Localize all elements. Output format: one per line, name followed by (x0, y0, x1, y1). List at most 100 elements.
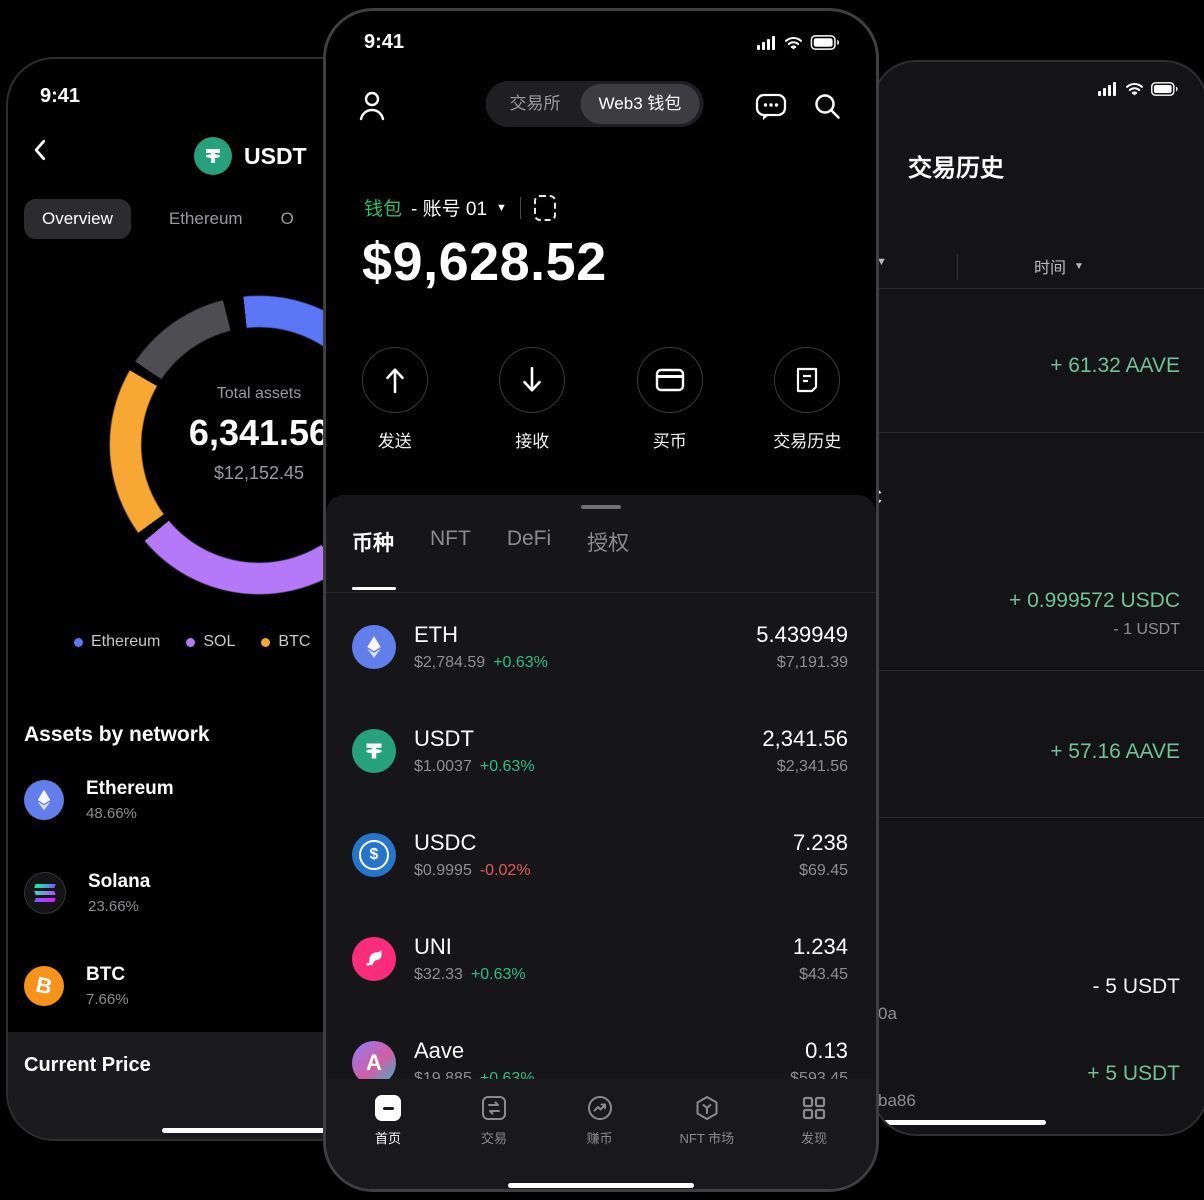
solana-icon (24, 872, 66, 914)
legend-sol: SOL (186, 633, 235, 651)
wifi-icon (785, 36, 802, 49)
donut-center-text: Total assets 6,341.56 $12,152.45 (109, 385, 409, 484)
tx-address-fragment: ba86 (878, 1091, 916, 1110)
buy-crypto-button[interactable]: 买币 (601, 347, 739, 452)
back-icon[interactable] (28, 137, 54, 163)
usdt-icon (352, 729, 396, 773)
drag-handle[interactable] (581, 505, 621, 509)
tab-approvals[interactable]: 授权 (587, 532, 630, 555)
exchange-wallet-segmented: 交易所 Web3 钱包 (485, 81, 704, 127)
total-assets-usd: $12,152.45 (213, 463, 305, 483)
tx-amount[interactable]: - 5 USDT (1092, 975, 1180, 998)
nav-home[interactable]: 首页 (362, 1095, 414, 1147)
network-row-solana[interactable]: Solana 23.66% (24, 861, 150, 925)
status-time: 9:41 (40, 85, 81, 107)
tab-nft[interactable]: NFT (430, 527, 471, 550)
signal-icon (1098, 82, 1116, 96)
total-assets-value: 6,341.56 (188, 412, 330, 453)
legend-dot-btc (261, 637, 271, 647)
chevron-down-icon: ▼ (496, 201, 507, 214)
legend-btc: BTC (261, 633, 310, 651)
bottom-nav: 首页 交易 赚币 NFT 市场 发现 (326, 1079, 876, 1189)
tx-amount[interactable]: + 0.999572 USDC (1008, 589, 1180, 612)
filter-row: ▼ 时间 ▼ (874, 248, 1204, 288)
wifi-icon (1126, 82, 1143, 96)
ethereum-icon (24, 780, 64, 820)
network-row-btc[interactable]: B BTC 7.66% (24, 954, 129, 1018)
send-button[interactable]: 发送 (326, 347, 464, 452)
tab-truncated[interactable]: O (280, 209, 294, 228)
tx-amount[interactable]: + 5 USDT (1087, 1062, 1180, 1085)
current-price-label: Current Price (24, 1054, 151, 1076)
segment-exchange[interactable]: 交易所 (509, 94, 561, 113)
asset-tabs: 币种 NFT DeFi 授权 (352, 527, 629, 557)
search-icon[interactable] (812, 91, 842, 121)
divider (874, 670, 1204, 671)
aave-icon: A (352, 1041, 396, 1085)
network-row-ethereum[interactable]: Ethereum 48.66% (24, 768, 174, 832)
watch-connect-icon[interactable] (533, 194, 556, 221)
nav-earn[interactable]: 赚币 (574, 1095, 626, 1147)
token-row-eth[interactable]: ETH $2,784.59 +0.63% 5.439949 $7,191.39 (326, 595, 876, 699)
tx-history-title: 交易历史 (908, 155, 1004, 182)
right-phone: 交易历史 ▼ 时间 ▼ + 61.32 AAVE C + 0.999572 US… (872, 60, 1204, 1136)
token-row-usdc[interactable]: $ USDC $0.9995 -0.02% 7.238 $69.45 (326, 803, 876, 907)
receipt-icon (774, 347, 841, 413)
wallet-label: 钱包 (364, 199, 403, 220)
token-row-uni[interactable]: UNI $32.33 +0.63% 1.234 $43.45 (326, 907, 876, 1011)
home-indicator (508, 1183, 694, 1188)
divider (326, 592, 876, 593)
legend-dot-sol (186, 637, 196, 647)
chat-icon[interactable] (754, 91, 788, 123)
tab-overview[interactable]: Overview (24, 199, 131, 239)
account-selector[interactable]: 钱包 - 账号 01 ▼ (364, 194, 556, 221)
segment-web3-wallet[interactable]: Web3 钱包 (580, 84, 700, 124)
signal-icon (757, 35, 775, 50)
arrow-up-icon (361, 347, 428, 413)
nav-trade[interactable]: 交易 (468, 1095, 520, 1147)
tab-coins[interactable]: 币种 (352, 532, 394, 555)
left-tab-bar: Overview Ethereum O (24, 199, 294, 239)
home-indicator (874, 1120, 1046, 1125)
action-buttons: 发送 接收 买币 交易历史 (326, 347, 876, 452)
nav-nft-market[interactable]: NFT 市场 (679, 1095, 734, 1147)
tab-ethereum[interactable]: Ethereum (168, 209, 243, 228)
page-title: USDT (194, 137, 307, 175)
total-assets-label: Total assets (216, 385, 302, 402)
divider (874, 817, 1204, 818)
divider (874, 288, 1204, 289)
tx-sub-amount: - 1 USDT (1113, 621, 1180, 638)
receive-button[interactable]: 接收 (464, 347, 602, 452)
battery-icon (810, 35, 840, 50)
tx-address-fragment: 0a (878, 1004, 897, 1023)
page-title-text: USDT (244, 142, 307, 169)
sort-by-time-dropdown[interactable]: 时间 ▼ (1034, 260, 1084, 277)
swap-icon (481, 1096, 506, 1120)
tab-defi[interactable]: DeFi (506, 527, 552, 550)
nav-discover[interactable]: 发现 (788, 1095, 840, 1147)
divider (874, 432, 1204, 433)
status-icons (1098, 82, 1178, 96)
tx-history-button[interactable]: 交易历史 (739, 347, 877, 452)
hidden-filter-caret[interactable]: ▼ (876, 256, 887, 268)
tether-icon (194, 137, 232, 175)
hexagon-icon (696, 1096, 718, 1120)
assets-sheet: 币种 NFT DeFi 授权 ETH $2,784.59 +0.63% 5.439… (326, 495, 876, 1189)
status-time: 9:41 (364, 31, 405, 53)
active-tab-underline (352, 587, 396, 590)
tx-amount[interactable]: + 57.16 AAVE (1050, 740, 1180, 763)
eth-icon (352, 625, 396, 669)
tx-amount[interactable]: + 61.32 AAVE (1050, 354, 1180, 377)
legend-ethereum: Ethereum (74, 633, 160, 651)
card-icon (636, 347, 703, 413)
profile-icon[interactable] (356, 89, 388, 123)
arrow-down-icon (499, 347, 566, 413)
earn-icon (587, 1096, 612, 1120)
total-balance: $9,628.52 (362, 232, 607, 292)
token-row-usdt[interactable]: USDT $1.0037 +0.63% 2,341.56 $2,341.56 (326, 699, 876, 803)
uni-icon (352, 937, 396, 981)
chevron-down-icon: ▼ (1074, 260, 1084, 272)
battery-icon (1151, 82, 1178, 96)
divider (519, 196, 521, 219)
center-phone: 9:41 交易所 Web3 钱包 钱包 - 账号 01 ▼ $9,628.52 (323, 8, 879, 1192)
